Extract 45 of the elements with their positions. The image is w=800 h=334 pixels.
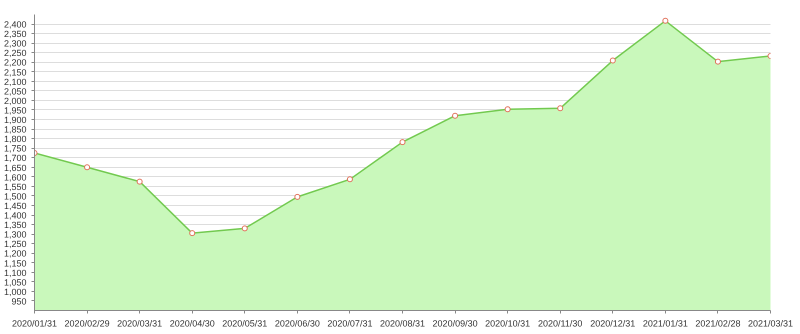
y-tick-label: 1,050 xyxy=(4,277,27,288)
x-tick-label: 2020/07/31 xyxy=(327,318,372,328)
x-tick-label: 2020/10/31 xyxy=(485,318,530,328)
y-tick-label: 2,300 xyxy=(4,38,27,49)
y-tick-label: 1,000 xyxy=(4,286,27,297)
x-tick-label: 2021/03/31 xyxy=(748,318,794,328)
y-tick-label: 1,900 xyxy=(4,115,27,126)
y-tick-label: 1,650 xyxy=(4,162,27,173)
x-tick-label: 2020/02/29 xyxy=(64,318,110,328)
y-tick-label: 1,750 xyxy=(4,144,27,154)
x-tick-label: 2021/02/28 xyxy=(695,318,740,328)
x-tick-label: 2020/03/31 xyxy=(117,318,162,328)
y-tick-label: 1,400 xyxy=(4,210,27,221)
y-tick-label: 1,500 xyxy=(4,191,27,202)
y-tick-label: 1,250 xyxy=(4,239,27,250)
x-tick-label: 2020/11/30 xyxy=(538,318,582,328)
y-tick-label: 2,000 xyxy=(4,96,27,106)
y-tick-label: 1,800 xyxy=(4,134,27,144)
x-tick-label: 2021/01/31 xyxy=(642,318,688,328)
y-tick-label: 2,100 xyxy=(4,76,27,87)
x-tick-label: 2020/06/30 xyxy=(274,318,320,328)
y-tick-label: 2,050 xyxy=(4,86,27,96)
y-tick-label: 1,550 xyxy=(4,182,27,192)
x-tick-label: 2020/09/30 xyxy=(432,318,478,328)
y-tick-label: 2,400 xyxy=(4,20,27,30)
y-tick-label: 1,450 xyxy=(4,200,27,211)
y-tick-label: 1,150 xyxy=(4,258,27,268)
y-tick-label: 2,350 xyxy=(4,29,27,40)
y-tick-label: 1,300 xyxy=(4,230,27,240)
y-tick-label: 1,100 xyxy=(4,268,27,278)
y-tick-label: 2,150 xyxy=(4,67,27,78)
y-tick-label: 1,950 xyxy=(4,105,27,116)
x-tick-label: 2020/01/31 xyxy=(12,318,58,328)
x-tick-label: 2020/05/31 xyxy=(222,318,268,328)
x-tick-label: 2020/12/31 xyxy=(590,318,636,328)
x-tick-label: 2020/08/31 xyxy=(380,318,426,328)
y-tick-label: 2,250 xyxy=(4,48,27,58)
y-tick-label: 2,200 xyxy=(4,58,27,68)
y-tick-label: 1,600 xyxy=(4,172,27,182)
y-tick-label: 1,200 xyxy=(4,248,27,259)
y-tick-label: 950 xyxy=(11,296,27,306)
y-tick-label: 1,350 xyxy=(4,220,27,230)
y-tick-label: 1,700 xyxy=(4,153,27,164)
x-tick-label: 2020/04/30 xyxy=(170,318,215,328)
y-tick-label: 1,850 xyxy=(4,124,27,135)
